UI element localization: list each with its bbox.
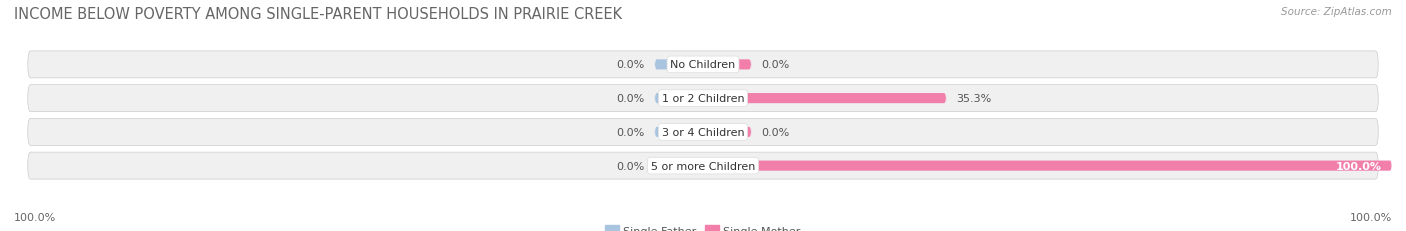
Text: 0.0%: 0.0% bbox=[762, 60, 790, 70]
FancyBboxPatch shape bbox=[28, 119, 1378, 146]
Text: No Children: No Children bbox=[671, 60, 735, 70]
Text: 0.0%: 0.0% bbox=[616, 161, 644, 171]
Text: 35.3%: 35.3% bbox=[956, 94, 991, 104]
FancyBboxPatch shape bbox=[703, 127, 751, 137]
Legend: Single Father, Single Mother: Single Father, Single Mother bbox=[600, 221, 806, 231]
Text: 0.0%: 0.0% bbox=[616, 94, 644, 104]
FancyBboxPatch shape bbox=[655, 127, 703, 137]
FancyBboxPatch shape bbox=[28, 152, 1378, 179]
FancyBboxPatch shape bbox=[28, 52, 1378, 79]
FancyBboxPatch shape bbox=[28, 85, 1378, 112]
Text: 0.0%: 0.0% bbox=[616, 127, 644, 137]
Text: 100.0%: 100.0% bbox=[1350, 212, 1392, 222]
Text: 100.0%: 100.0% bbox=[1336, 161, 1382, 171]
Text: Source: ZipAtlas.com: Source: ZipAtlas.com bbox=[1281, 7, 1392, 17]
Text: 3 or 4 Children: 3 or 4 Children bbox=[662, 127, 744, 137]
FancyBboxPatch shape bbox=[655, 94, 703, 104]
Text: 1 or 2 Children: 1 or 2 Children bbox=[662, 94, 744, 104]
Text: 5 or more Children: 5 or more Children bbox=[651, 161, 755, 171]
Text: INCOME BELOW POVERTY AMONG SINGLE-PARENT HOUSEHOLDS IN PRAIRIE CREEK: INCOME BELOW POVERTY AMONG SINGLE-PARENT… bbox=[14, 7, 623, 22]
FancyBboxPatch shape bbox=[655, 161, 703, 171]
Text: 100.0%: 100.0% bbox=[14, 212, 56, 222]
FancyBboxPatch shape bbox=[655, 60, 703, 70]
FancyBboxPatch shape bbox=[703, 94, 946, 104]
FancyBboxPatch shape bbox=[703, 60, 751, 70]
Text: 0.0%: 0.0% bbox=[762, 127, 790, 137]
FancyBboxPatch shape bbox=[703, 161, 1392, 171]
Text: 0.0%: 0.0% bbox=[616, 60, 644, 70]
